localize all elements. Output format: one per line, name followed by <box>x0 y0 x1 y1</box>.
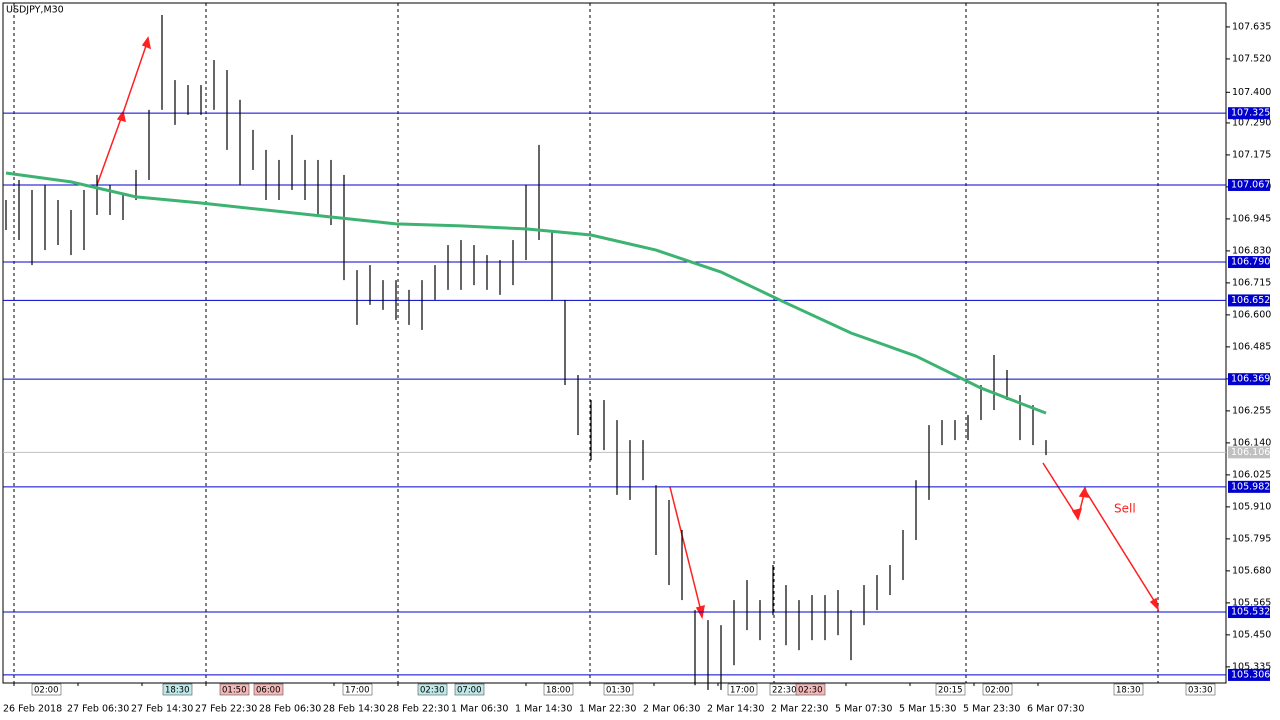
y-tick-label: 106.830 <box>1232 245 1271 256</box>
y-tick-label: 106.485 <box>1232 341 1271 352</box>
chart-title: USDJPY,M30 <box>6 5 64 16</box>
x-tick-label: 27 Feb 06:30 <box>67 704 129 715</box>
current-price-label: 106.106 <box>1231 447 1270 458</box>
time-marker: 06:00 <box>256 686 281 696</box>
level-label: 105.532 <box>1231 607 1270 618</box>
time-marker: 02:00 <box>985 686 1010 696</box>
y-tick-label: 107.175 <box>1232 149 1271 160</box>
level-label-box <box>1228 606 1270 619</box>
moving-average <box>5 171 1047 415</box>
time-marker-box <box>253 683 284 696</box>
level-label: 105.306 <box>1231 669 1270 680</box>
x-tick-label: 28 Feb 06:30 <box>259 704 321 715</box>
time-marker-box <box>543 683 574 696</box>
annotation: Sell <box>1114 502 1136 516</box>
y-tick-label: 106.600 <box>1232 309 1271 320</box>
time-marker-box <box>795 683 826 696</box>
time-marker: 18:00 <box>546 686 571 696</box>
time-marker: 22:30 <box>772 686 797 696</box>
time-marker-box <box>1185 683 1216 696</box>
time-marker: 02:30 <box>420 686 445 696</box>
x-tick-label: 26 Feb 2018 <box>3 704 62 715</box>
level-label: 105.982 <box>1231 481 1270 492</box>
level-label: 106.369 <box>1231 374 1270 385</box>
y-tick-label: 105.565 <box>1232 597 1271 608</box>
x-tick-label: 1 Mar 14:30 <box>515 704 572 715</box>
time-marker-box <box>727 683 758 696</box>
y-tick-label: 105.795 <box>1232 533 1271 544</box>
x-tick-label: 1 Mar 06:30 <box>451 704 508 715</box>
trend-arrows <box>96 36 1160 620</box>
y-tick-label: 107.635 <box>1232 21 1271 32</box>
level-label-box <box>1228 294 1270 307</box>
x-tick-label: 2 Mar 14:30 <box>707 704 764 715</box>
time-marker: 03:30 <box>1188 686 1213 696</box>
time-marker-box <box>219 683 250 696</box>
level-label-box <box>1228 256 1270 269</box>
level-label-box <box>1228 107 1270 120</box>
level-label: 106.790 <box>1231 257 1270 268</box>
y-tick-label: 106.945 <box>1232 213 1271 224</box>
time-marker-box <box>417 683 448 696</box>
x-tick-label: 5 Mar 23:30 <box>963 704 1020 715</box>
level-label-box <box>1228 480 1270 493</box>
x-tick-label: 5 Mar 07:30 <box>835 704 892 715</box>
level-label-box <box>1228 178 1270 191</box>
time-marker: 17:00 <box>345 686 370 696</box>
time-marker-box <box>454 683 485 696</box>
y-tick-label: 106.025 <box>1232 469 1271 480</box>
time-marker: 02:00 <box>34 686 59 696</box>
time-marker: 02:30 <box>798 686 823 696</box>
y-tick-label: 107.400 <box>1232 87 1271 98</box>
y-tick-label: 106.715 <box>1232 277 1271 288</box>
time-marker: 20:15 <box>938 686 963 696</box>
time-marker: 18:30 <box>1116 686 1141 696</box>
y-tick-label: 105.335 <box>1232 661 1271 672</box>
time-marker: 07:00 <box>457 686 482 696</box>
x-tick-label: 5 Mar 15:30 <box>899 704 956 715</box>
current-price-box <box>1228 446 1270 459</box>
y-tick-label: 105.450 <box>1232 629 1271 640</box>
time-marker: 01:50 <box>222 686 247 696</box>
x-tick-label: 28 Feb 14:30 <box>323 704 385 715</box>
level-label: 107.325 <box>1231 108 1270 119</box>
level-label-box <box>1228 668 1270 681</box>
time-marker-box <box>162 683 193 696</box>
time-marker-box <box>935 683 966 696</box>
x-tick-label: 6 Mar 07:30 <box>1027 704 1084 715</box>
x-tick-label: 2 Mar 06:30 <box>643 704 700 715</box>
time-marker: 17:00 <box>730 686 755 696</box>
y-tick-label: 107.520 <box>1232 53 1271 64</box>
y-tick-label: 105.680 <box>1232 565 1271 576</box>
y-tick-label: 106.255 <box>1232 405 1271 416</box>
y-tick-label: 107.290 <box>1232 117 1271 128</box>
time-marker-box <box>1113 683 1144 696</box>
time-marker-box <box>603 683 634 696</box>
x-tick-label: 1 Mar 22:30 <box>579 704 636 715</box>
time-marker-box <box>31 683 62 696</box>
y-tick-label: 106.140 <box>1232 437 1271 448</box>
x-tick-label: 27 Feb 14:30 <box>131 704 193 715</box>
time-marker: 18:30 <box>165 686 190 696</box>
time-marker-box <box>982 683 1013 696</box>
level-label: 107.067 <box>1231 179 1270 190</box>
x-tick-label: 2 Mar 22:30 <box>771 704 828 715</box>
vertical-grid <box>13 3 1159 683</box>
time-marker: 01:30 <box>606 686 631 696</box>
x-tick-label: 28 Feb 22:30 <box>387 704 449 715</box>
time-marker-box <box>342 683 373 696</box>
y-tick-label: 105.910 <box>1232 501 1271 512</box>
level-label: 106.652 <box>1231 295 1270 306</box>
x-tick-label: 27 Feb 22:30 <box>195 704 257 715</box>
plot-frame <box>2 2 1227 684</box>
level-label-box <box>1228 373 1270 386</box>
